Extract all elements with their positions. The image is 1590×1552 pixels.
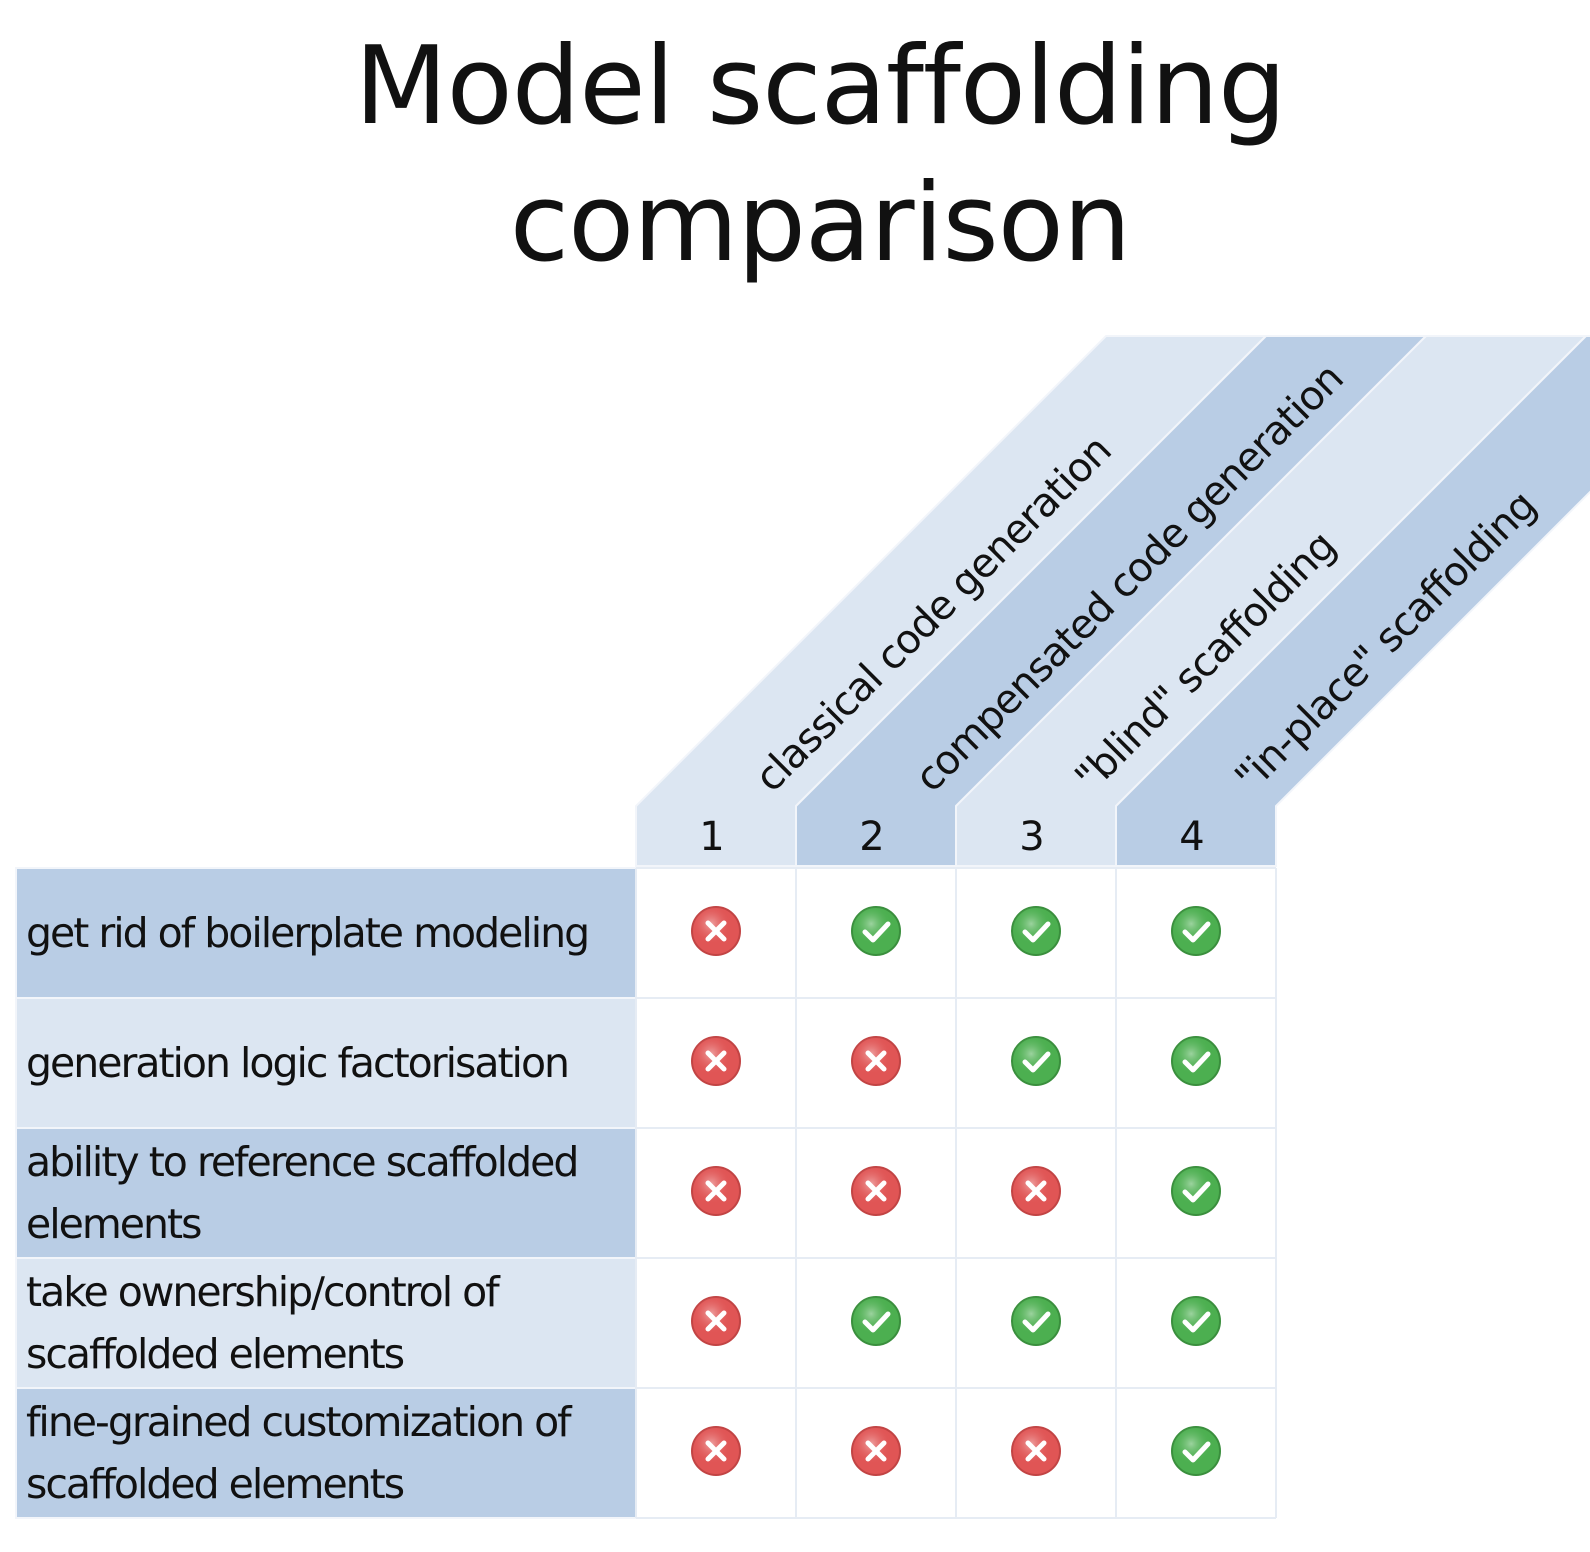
column-number-1: 1 (699, 814, 724, 860)
matrix-cell (957, 868, 1115, 998)
matrix-cell (797, 998, 955, 1128)
column-number-2: 2 (859, 814, 884, 860)
cross-circle-icon (850, 1425, 902, 1481)
column-header-band-4 (1115, 335, 1590, 867)
check-circle-icon (1170, 1165, 1222, 1221)
title-line-2: comparison (509, 161, 1132, 287)
check-circle-icon (1170, 1295, 1222, 1351)
row-label-4: take ownership/control of scaffolded ele… (26, 1268, 500, 1378)
cross-circle-icon (690, 1165, 742, 1221)
check-circle-icon (1170, 905, 1222, 961)
cross-circle-icon (850, 1035, 902, 1091)
matrix-cell (637, 1128, 795, 1258)
check-circle-icon (1170, 1425, 1222, 1481)
column-number-3: 3 (1019, 814, 1044, 860)
matrix-cell (637, 1258, 795, 1388)
matrix-cell (1117, 1388, 1275, 1518)
matrix-cell (957, 998, 1115, 1128)
check-circle-icon (1010, 905, 1062, 961)
cross-circle-icon (690, 1295, 742, 1351)
cross-circle-icon (690, 1035, 742, 1091)
matrix-cell (797, 1258, 955, 1388)
check-circle-icon (850, 905, 902, 961)
cross-circle-icon (1010, 1165, 1062, 1221)
matrix-cell (957, 1388, 1115, 1518)
row-label-background (15, 1257, 637, 1389)
matrix-cell (637, 1388, 795, 1518)
title-line-1: Model scaffolding (354, 24, 1286, 149)
matrix-cell (797, 1128, 955, 1258)
matrix-cell (637, 998, 795, 1128)
cross-circle-icon (850, 1165, 902, 1221)
matrix-cell (797, 1388, 955, 1518)
matrix-cell (797, 868, 955, 998)
check-circle-icon (1010, 1035, 1062, 1091)
matrix-cell (1117, 998, 1275, 1128)
matrix-cell (957, 1258, 1115, 1388)
matrix-cell (637, 868, 795, 998)
row-label-background (15, 997, 637, 1129)
check-circle-icon (1010, 1295, 1062, 1351)
check-circle-icon (850, 1295, 902, 1351)
cross-circle-icon (690, 1425, 742, 1481)
column-number-4: 4 (1179, 814, 1204, 860)
row-label-background (15, 1387, 637, 1519)
row-label-1: get rid of boilerplate modeling (26, 909, 590, 957)
diagram-title: Model scaffolding comparison (0, 18, 1590, 292)
row-label-5: fine-grained customization of scaffolded… (26, 1398, 572, 1508)
cross-circle-icon (1010, 1425, 1062, 1481)
matrix-cell (1117, 1128, 1275, 1258)
row-label-2: generation logic factorisation (26, 1039, 570, 1087)
row-label-background (15, 867, 637, 999)
check-circle-icon (1170, 1035, 1222, 1091)
cross-circle-icon (690, 905, 742, 961)
matrix-cell (957, 1128, 1115, 1258)
matrix-cell (1117, 1258, 1275, 1388)
matrix-cell (1117, 868, 1275, 998)
row-label-3: ability to reference scaffolded elements (26, 1138, 579, 1248)
